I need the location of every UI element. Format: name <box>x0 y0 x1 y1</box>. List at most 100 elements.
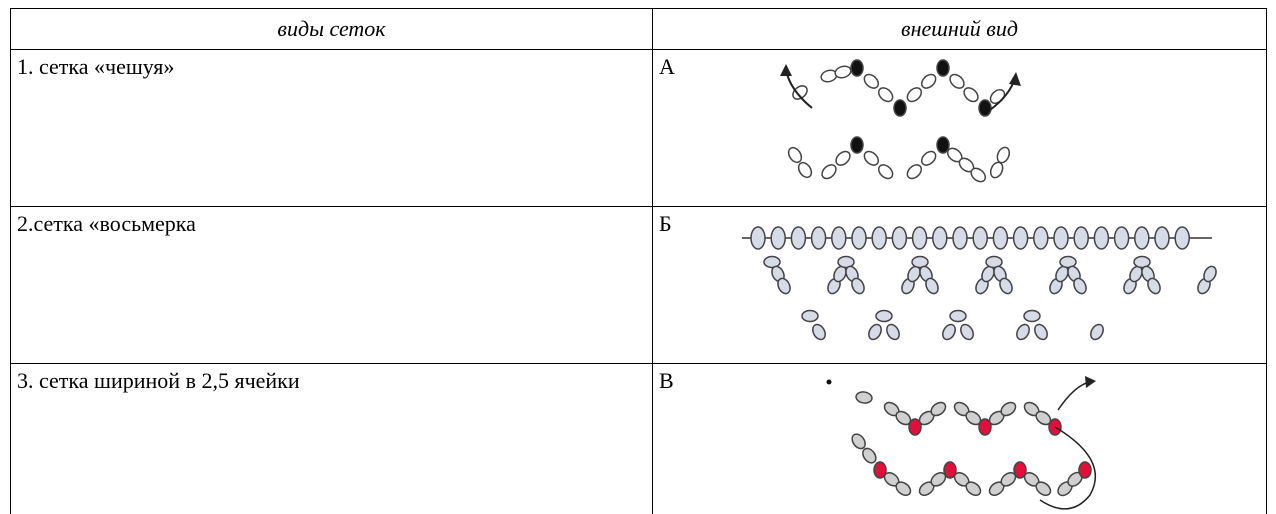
bead <box>949 309 967 323</box>
header-cell: внешний вид <box>652 8 1267 50</box>
bead <box>970 167 987 183</box>
bead <box>952 226 968 250</box>
bead <box>1073 226 1089 250</box>
bead <box>875 309 893 323</box>
bead <box>792 85 808 100</box>
bead <box>862 447 877 464</box>
thread-end <box>826 379 832 385</box>
bead <box>1134 226 1150 250</box>
bead <box>797 161 813 179</box>
bead <box>978 99 992 117</box>
bead <box>863 73 880 89</box>
bead <box>920 73 937 89</box>
bead <box>877 87 894 103</box>
bead <box>1016 323 1030 341</box>
image-bg <box>768 52 1030 202</box>
bead <box>996 146 1011 164</box>
bead <box>886 323 900 341</box>
bead <box>863 150 880 166</box>
bead <box>850 136 864 154</box>
bead <box>790 226 807 250</box>
bead <box>1203 265 1217 283</box>
bead <box>930 401 947 417</box>
bead <box>891 226 908 250</box>
bead <box>777 277 791 295</box>
bead <box>831 226 847 250</box>
arrow <box>780 64 792 76</box>
cell: 1. сетка «чешуя» <box>10 49 653 207</box>
bead <box>810 226 827 250</box>
bead <box>1034 323 1048 341</box>
bead <box>999 277 1013 295</box>
bead <box>871 226 887 250</box>
bead <box>850 59 864 77</box>
bead <box>835 150 851 166</box>
bead <box>1012 226 1029 250</box>
bead <box>851 226 867 250</box>
bead <box>1033 226 1049 250</box>
bead <box>893 99 907 117</box>
bead <box>925 277 939 295</box>
bead <box>906 87 923 103</box>
bead <box>851 433 866 450</box>
bead <box>906 164 923 180</box>
bead <box>812 323 826 341</box>
bead <box>851 277 865 295</box>
bead <box>877 164 894 180</box>
bead <box>873 461 887 479</box>
bead <box>978 418 992 436</box>
arrow <box>1057 381 1091 411</box>
bead <box>1154 226 1170 250</box>
bead <box>943 461 957 479</box>
bead <box>936 136 950 154</box>
bead <box>770 226 786 250</box>
bead <box>801 309 819 323</box>
bead <box>960 323 974 341</box>
bead <box>1073 277 1087 295</box>
bead <box>911 255 929 269</box>
cell: В <box>652 363 1267 514</box>
header-row: виды сеток внешний вид <box>10 8 1267 50</box>
bead <box>949 73 965 89</box>
bead <box>965 481 982 497</box>
bead <box>1113 226 1130 250</box>
bead <box>911 226 928 250</box>
bead <box>942 323 956 341</box>
bead <box>1023 309 1041 323</box>
bead <box>1147 277 1161 295</box>
bead <box>1090 323 1104 341</box>
header-cell: виды сеток <box>10 8 653 50</box>
arrow <box>1085 376 1096 388</box>
bead <box>895 481 912 497</box>
arrow <box>1009 72 1021 86</box>
bead <box>1133 255 1151 269</box>
bead <box>1059 255 1077 269</box>
row: 3. сетка шириной в 2,5 ячейки В <box>10 363 1267 514</box>
bead <box>908 418 922 436</box>
bead <box>963 87 979 103</box>
bead <box>936 59 950 77</box>
arrow <box>1039 426 1096 510</box>
bead <box>868 323 882 341</box>
bead <box>750 226 766 250</box>
bead <box>1093 226 1110 250</box>
bead <box>821 164 837 180</box>
cell: 2.сетка «восьмерка <box>10 206 653 364</box>
bead <box>985 255 1003 269</box>
bead <box>920 150 937 166</box>
bead <box>1078 461 1092 479</box>
bead <box>1035 481 1052 497</box>
bead <box>1053 226 1069 250</box>
bead <box>855 391 873 404</box>
bead <box>1000 401 1017 417</box>
bead <box>763 255 781 269</box>
bead <box>932 226 948 250</box>
bead <box>837 255 855 269</box>
cell: 3. сетка шириной в 2,5 ячейки <box>10 363 653 514</box>
bead <box>1013 461 1027 479</box>
bead <box>1174 226 1190 250</box>
bead <box>787 146 803 164</box>
bead <box>972 226 988 250</box>
